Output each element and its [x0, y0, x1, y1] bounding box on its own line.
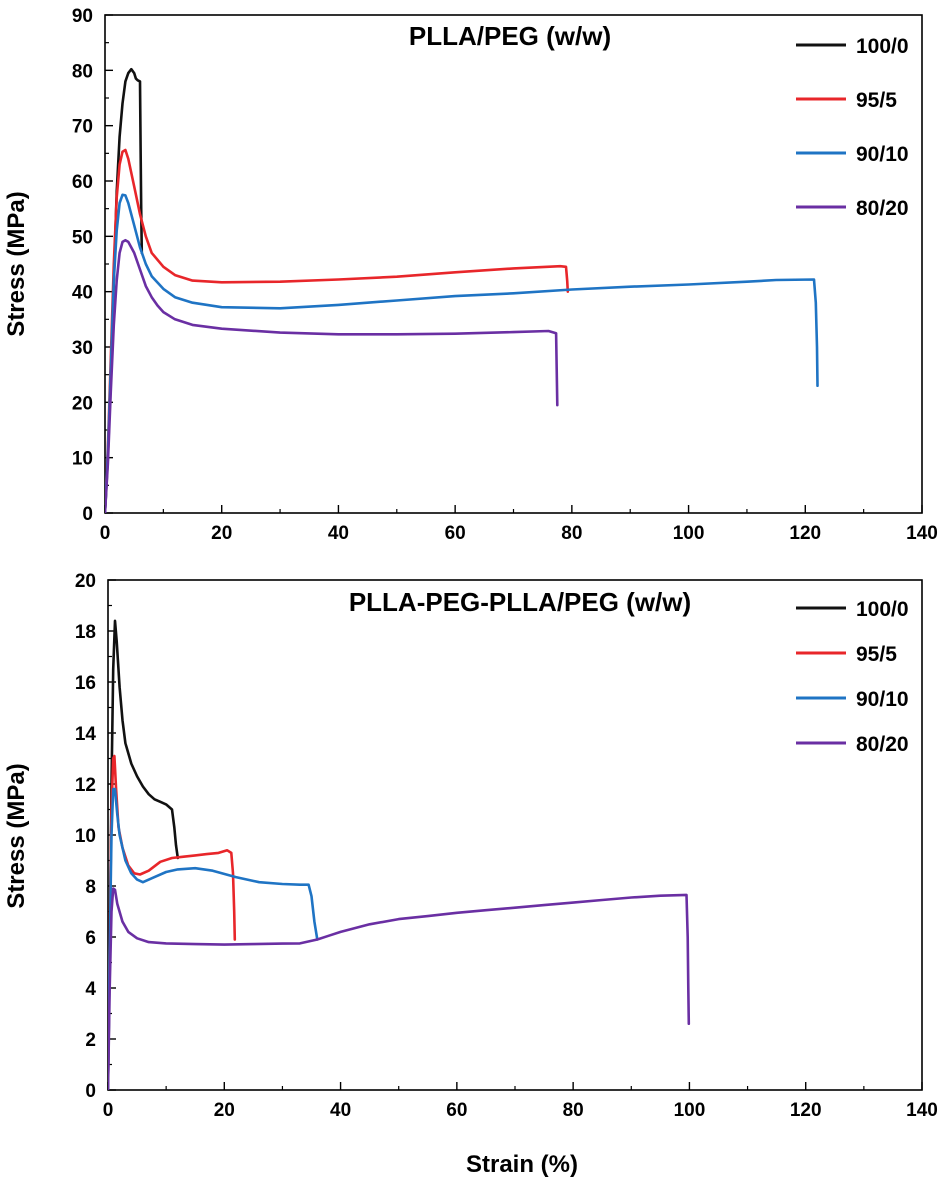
y-tick-label: 60 [72, 172, 93, 193]
series-line-90-10 [105, 193, 819, 513]
x-tick-label: 60 [445, 523, 466, 544]
legend-label: 90/10 [856, 688, 909, 711]
x-tick-label: 140 [906, 523, 938, 544]
chart-title: PLLA-PEG-PLLA/PEG (w/w) [349, 587, 691, 617]
y-tick-label: 20 [75, 571, 96, 592]
legend-label: 100/0 [856, 598, 909, 621]
y-tick-label: 4 [85, 979, 96, 1000]
series-line-80-20 [108, 887, 691, 1090]
x-tick-label: 0 [100, 523, 111, 544]
chart-bottom-plla-peg-plla-peg: 0 20 40 60 80 100 120 140 0 2 4 6 8 10 12 14 16 18 20 Stres… [3, 571, 938, 1121]
x-tick-label: 100 [673, 523, 705, 544]
legend-label: 90/10 [856, 143, 909, 166]
series-line-80-20 [105, 238, 559, 513]
y-tick-label: 90 [72, 6, 93, 27]
plot-frame [104, 14, 923, 514]
y-axis-label: Stress (MPa) [3, 763, 30, 908]
x-tick-label: 20 [214, 1100, 235, 1121]
x-tick-label: 80 [561, 523, 582, 544]
x-tick-label: 120 [789, 523, 821, 544]
y-tick-label: 14 [75, 724, 97, 745]
x-tick-label: 40 [330, 1100, 351, 1121]
x-tick-label: 100 [674, 1100, 706, 1121]
y-tick-label: 0 [82, 504, 93, 525]
plot-frame [107, 579, 923, 1091]
legend-label: 95/5 [856, 89, 897, 112]
series-line-100-0 [108, 619, 180, 1090]
y-tick-label: 30 [72, 338, 93, 359]
y-tick-label: 10 [75, 826, 96, 847]
y-tick-label: 6 [85, 928, 96, 949]
legend-label: 80/20 [856, 197, 909, 220]
y-tick-label: 50 [72, 227, 93, 248]
y-tick-label: 40 [72, 283, 93, 304]
legend-label: 80/20 [856, 733, 909, 756]
y-tick-label: 20 [72, 393, 93, 414]
y-tick-label: 80 [72, 61, 93, 82]
x-tick-label: 40 [328, 523, 349, 544]
y-tick-label: 12 [75, 775, 96, 796]
y-axis-label: Stress (MPa) [3, 191, 30, 336]
legend-label: 95/5 [856, 643, 897, 666]
y-tick-label: 16 [75, 673, 96, 694]
y-tick-label: 0 [85, 1081, 96, 1102]
chart-title: PLLA/PEG (w/w) [409, 21, 611, 51]
chart-top-plla-peg: 0 20 40 60 80 100 120 140 0 10 20 30 40 50 60 70 80 90 Str… [3, 6, 938, 544]
y-tick-label: 10 [72, 449, 93, 470]
x-axis-label: Strain (%) [466, 1151, 578, 1178]
y-tick-label: 70 [72, 117, 93, 138]
series-line-95-5 [105, 148, 570, 513]
x-tick-label: 20 [211, 523, 232, 544]
x-tick-label: 0 [103, 1100, 114, 1121]
y-tick-label: 2 [85, 1030, 96, 1051]
y-tick-label: 18 [75, 622, 96, 643]
y-tick-label: 8 [85, 877, 96, 898]
x-tick-label: 80 [563, 1100, 584, 1121]
x-tick-label: 60 [446, 1100, 467, 1121]
series-line-90-10 [108, 787, 319, 1090]
series-line-95-5 [108, 754, 237, 1090]
legend-label: 100/0 [856, 35, 909, 58]
x-tick-label: 140 [906, 1100, 938, 1121]
x-tick-label: 120 [790, 1100, 822, 1121]
